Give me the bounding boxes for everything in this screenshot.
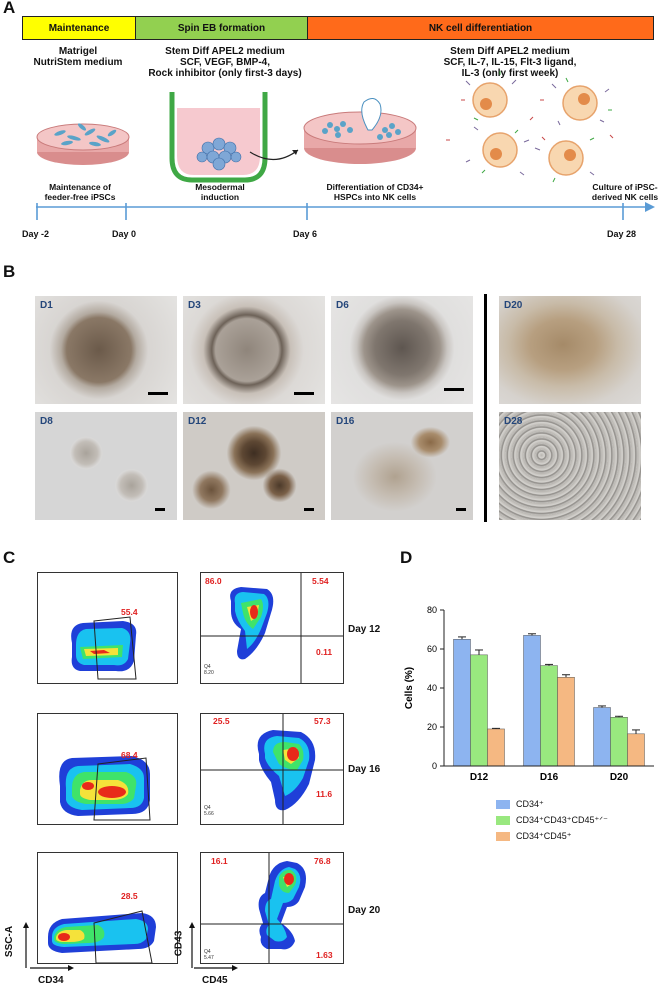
phase-label: Maintenance: [48, 22, 110, 34]
micrograph-d20: D20: [499, 296, 641, 404]
panel-d-label: D: [400, 548, 413, 567]
legend-swatch: [496, 832, 510, 841]
legend-swatch: [496, 816, 510, 825]
micrograph-d12: D12: [183, 412, 325, 520]
axis-label-ssc: SSC-A: [4, 925, 16, 958]
y-axis-label: Cells (%): [404, 667, 415, 709]
y-tick-label: 40: [427, 683, 437, 693]
micrograph-d16: D16: [331, 412, 473, 520]
gate-percent: 55.4: [121, 607, 138, 617]
tile-label: D20: [504, 300, 523, 311]
flow-plot-cd43-cd45-day20: [200, 852, 344, 964]
axis-label-cd34: CD34: [38, 975, 64, 986]
day-label: Day 28: [607, 229, 637, 239]
y-tick-label: 80: [427, 605, 437, 615]
day-label: Day 20: [348, 905, 381, 916]
y-tick-label: 0: [432, 761, 437, 771]
bar: [540, 665, 558, 767]
micrograph-d1: D1: [35, 296, 177, 404]
step-maintenance: Maintenance of feeder-free iPSCs: [44, 182, 116, 202]
panel-a-illustrations: [36, 71, 655, 220]
gate-percent: 28.5: [121, 891, 138, 901]
tile-label: D28: [504, 416, 523, 427]
day-label: Day 12: [348, 624, 381, 635]
petri-dish-icon: [36, 123, 130, 165]
quadrant-ur: 76.8: [314, 856, 331, 866]
quadrant-ul: 16.1: [211, 856, 228, 866]
day-label: Day 16: [348, 764, 381, 775]
micrograph-d3: D3: [183, 296, 325, 404]
step-culture: Culture of iPSC- derived NK cells: [591, 182, 659, 202]
quadrant-q4: Q4 5.47: [204, 949, 214, 961]
tile-label: D6: [336, 300, 349, 311]
legend-label: CD34⁺CD45⁺: [516, 831, 572, 841]
quadrant-ul: 25.5: [213, 716, 230, 726]
y-tick-label: 20: [427, 722, 437, 732]
bar-chart: 0 20 40 60 80 D12 D16 D20 Cells (%): [404, 605, 654, 783]
bar: [470, 654, 488, 767]
quadrant-lr: 0.11: [316, 647, 333, 657]
quadrant-lr: 1.63: [316, 950, 333, 960]
quadrant-ul: 86.0: [205, 576, 222, 586]
tile-label: D1: [40, 300, 53, 311]
legend-label: CD34⁺: [516, 799, 544, 809]
legend-item: CD34⁺CD43⁺CD45⁺ᐟ⁻: [496, 815, 608, 826]
micrograph-d6: D6: [331, 296, 473, 404]
medium-text-nk: Stem Diff APEL2 medium SCF, IL-7, IL-15,…: [443, 46, 577, 79]
flow-axes: [30, 965, 238, 971]
bar: [610, 717, 628, 767]
phase-label: NK cell differentiation: [428, 22, 533, 34]
quadrant-lr: 11.6: [316, 789, 333, 799]
phase-spin-eb-bar: Spin EB formation: [135, 16, 308, 40]
panel-b-label: B: [3, 262, 16, 281]
flow-plot-cd34-day20: [37, 852, 178, 964]
micrograph-d8: D8: [35, 412, 177, 520]
day-label: Day 0: [112, 229, 137, 239]
step-differentiation: Differentiation of CD34+ HSPCs into NK c…: [326, 182, 424, 202]
legend-item: CD34⁺CD45⁺: [496, 831, 572, 842]
tile-label: D8: [40, 416, 53, 427]
flow-plot-cd34-day12: [37, 572, 178, 684]
tile-label: D16: [336, 416, 355, 427]
tile-label: D3: [188, 300, 201, 311]
day-label: Day 6: [293, 229, 318, 239]
legend-label: CD34⁺CD43⁺CD45⁺ᐟ⁻: [516, 815, 608, 825]
bar: [627, 733, 645, 767]
medium-text-maintenance: Matrigel NutriStem medium: [33, 46, 123, 68]
legend-item: CD34⁺: [496, 799, 544, 810]
petri-dish-icon: [303, 98, 417, 164]
panel-a-label: A: [3, 0, 16, 17]
micrograph-d28: D28: [499, 412, 641, 520]
flow-plot-cd43-cd45-day12: [200, 572, 344, 684]
quadrant-q4: Q4 5.66: [204, 805, 214, 817]
flow-plot-cd34-day16: [37, 713, 178, 825]
flow-plot-cd43-cd45-day16: [200, 713, 344, 825]
axis-label-cd43: CD43: [173, 930, 185, 957]
bar: [523, 635, 541, 767]
medium-text-eb: Stem Diff APEL2 medium SCF, VEGF, BMP-4,…: [148, 46, 302, 79]
axis-label-cd45: CD45: [202, 975, 228, 986]
divider: [484, 294, 487, 522]
gate-percent: 68.4: [121, 750, 138, 760]
bar: [453, 639, 471, 767]
tile-label: D12: [188, 416, 207, 427]
y-tick-label: 60: [427, 644, 437, 654]
phase-label: Spin EB formation: [177, 22, 266, 34]
bar: [557, 677, 575, 767]
bar: [487, 728, 505, 767]
quadrant-q4: Q4 8.20: [204, 664, 214, 676]
nk-cells-icon: [472, 82, 598, 176]
u-well-icon: [169, 92, 268, 183]
phase-nk-bar: NK cell differentiation: [307, 16, 654, 40]
quadrant-ur: 57.3: [314, 716, 331, 726]
x-tick-label: D20: [610, 772, 629, 783]
x-tick-label: D12: [470, 772, 489, 783]
day-label: Day -2: [22, 229, 50, 239]
step-mesodermal: Mesodermal induction: [195, 182, 245, 202]
legend-swatch: [496, 800, 510, 809]
bar: [593, 707, 611, 767]
quadrant-ur: 5.54: [312, 576, 329, 586]
panel-c-label: C: [3, 548, 16, 567]
x-tick-label: D16: [540, 772, 559, 783]
